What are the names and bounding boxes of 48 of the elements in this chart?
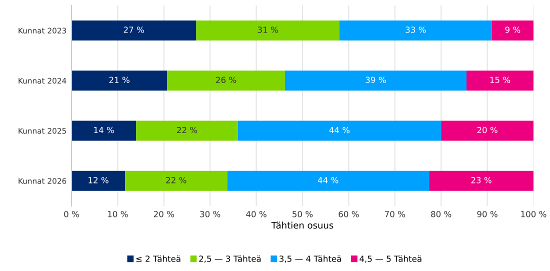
bar — [72, 70, 168, 91]
data-label: 27 % — [124, 26, 144, 33]
data-label: 26 % — [216, 76, 236, 84]
bar — [466, 70, 534, 91]
data-label: 20 % — [477, 126, 498, 134]
legend-label: 2,5 — 3 Tähteä — [199, 255, 261, 263]
x-tick-label: 70 % — [385, 210, 406, 218]
bar — [72, 20, 196, 41]
data-label: 31 % — [258, 26, 278, 33]
data-label: 22 % — [177, 126, 198, 134]
data-label: 44 % — [329, 126, 350, 134]
x-tick-label: 50 % — [292, 210, 313, 218]
bar — [125, 170, 228, 191]
data-label: 33 % — [406, 26, 426, 33]
x-tick-label: 20 % — [154, 210, 174, 218]
x-tick-label: 40 % — [246, 210, 266, 218]
x-tick-label: 10 % — [108, 210, 128, 218]
x-tick-label: 100 % — [521, 210, 546, 218]
x-tick-label: 80 % — [431, 210, 452, 218]
bar — [492, 20, 534, 41]
bar — [167, 70, 285, 91]
bar — [196, 20, 340, 41]
legend-label: 4,5 — 5 Tähteä — [360, 255, 422, 263]
data-label: 14 % — [94, 126, 114, 134]
data-label: 39 % — [366, 76, 386, 84]
bar — [429, 170, 534, 191]
x-tick-label: 0 % — [64, 210, 79, 218]
bar — [284, 70, 467, 91]
data-label: 44 % — [318, 177, 338, 184]
data-label: 9 % — [505, 26, 520, 33]
bar — [72, 120, 136, 141]
bar — [339, 20, 492, 41]
data-label: 21 % — [109, 76, 130, 84]
bar — [227, 170, 430, 191]
bar — [238, 120, 442, 141]
legend-label: ≤ 2 Tähteä — [136, 255, 180, 262]
data-label: 12 % — [88, 177, 108, 184]
data-label: 15 % — [490, 76, 510, 84]
x-tick-label: 60 % — [338, 210, 359, 218]
x-tick-label: 30 % — [200, 210, 220, 218]
data-label: 23 % — [471, 177, 492, 184]
legend-label: 3,5 — 4 Tähteä — [280, 255, 341, 263]
x-tick-label: 90 % — [477, 210, 498, 218]
bar — [441, 120, 534, 141]
bar — [136, 120, 238, 141]
x-axis-title: Tähtien osuus — [271, 222, 334, 229]
bar — [72, 170, 126, 191]
data-label: 22 % — [166, 177, 186, 184]
